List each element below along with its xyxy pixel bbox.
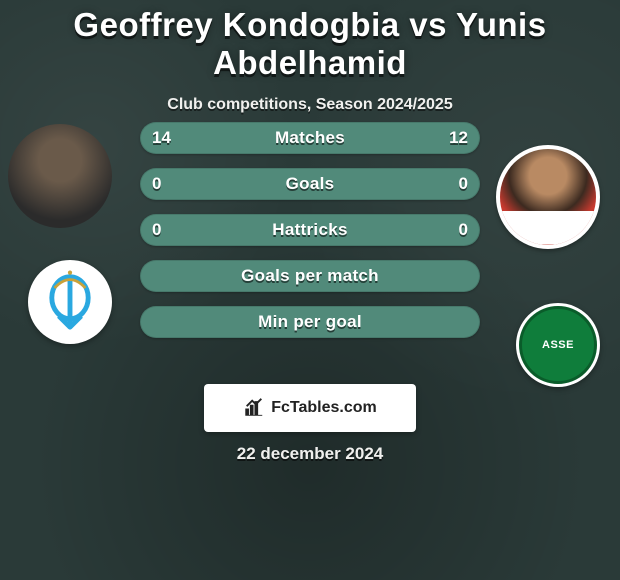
date-text: 22 december 2024	[0, 444, 620, 464]
player-left-avatar	[8, 124, 112, 228]
subtitle: Club competitions, Season 2024/2025	[0, 96, 620, 114]
stat-bar: Matches 14 12	[140, 122, 480, 154]
page-title: Geoffrey Kondogbia vs Yunis Abdelhamid	[0, 0, 620, 82]
stat-bar: Min per goal	[140, 306, 480, 338]
stat-label: Hattricks	[272, 220, 347, 240]
player-right-avatar	[496, 145, 600, 249]
club-left-crest	[28, 260, 112, 344]
stat-bar: Goals per match	[140, 260, 480, 292]
stat-bar: Hattricks 0 0	[140, 214, 480, 246]
comparison-card: Geoffrey Kondogbia vs Yunis Abdelhamid C…	[0, 0, 620, 580]
stat-value-left: 0	[152, 174, 161, 194]
club-right-crest: ASSE	[516, 303, 600, 387]
stat-label: Matches	[275, 128, 345, 148]
stat-value-right: 0	[459, 174, 468, 194]
om-icon	[35, 267, 105, 337]
club-right-abbr: ASSE	[542, 339, 574, 351]
stat-value-right: 0	[459, 220, 468, 240]
brand-badge: FcTables.com	[204, 384, 416, 432]
chart-icon	[243, 397, 265, 419]
player-right-face	[500, 149, 596, 245]
asse-icon: ASSE	[519, 306, 597, 384]
brand-text: FcTables.com	[271, 399, 377, 417]
stat-bar: Goals 0 0	[140, 168, 480, 200]
stat-value-left: 0	[152, 220, 161, 240]
stat-bars: Matches 14 12 Goals 0 0 Hattricks 0 0 Goals per m…	[140, 122, 480, 338]
stat-label: Goals per match	[241, 266, 379, 286]
stat-label: Min per goal	[258, 312, 362, 332]
stat-value-right: 12	[449, 128, 468, 148]
stat-label: Goals	[286, 174, 335, 194]
stat-value-left: 14	[152, 128, 171, 148]
player-left-face	[8, 124, 112, 228]
